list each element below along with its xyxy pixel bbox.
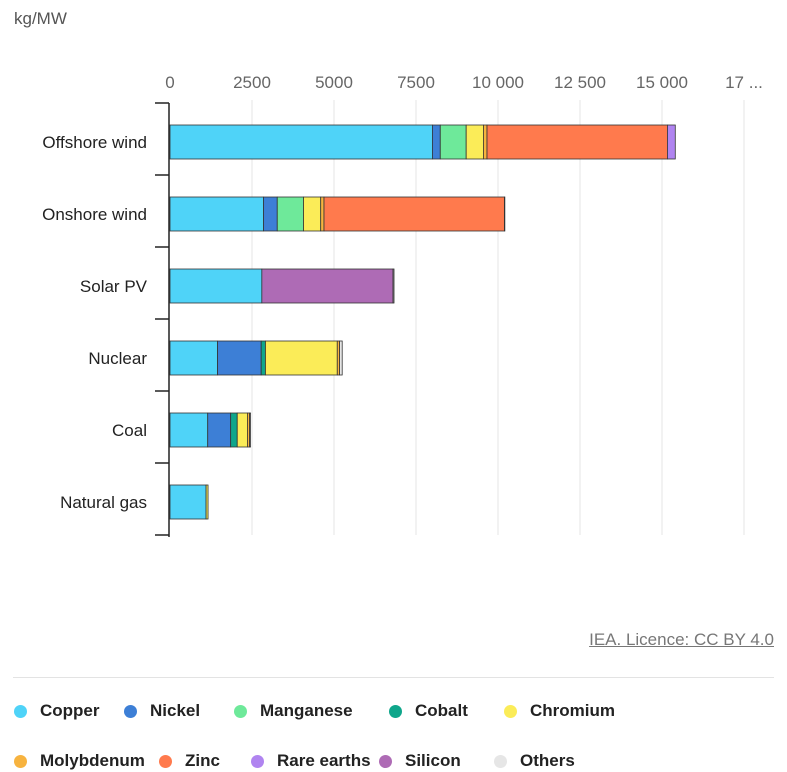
- legend-item-silicon[interactable]: Silicon: [379, 750, 494, 772]
- bar-segment-copper: [170, 197, 263, 231]
- legend-label: Silicon: [405, 751, 461, 771]
- legend-dot: [251, 755, 264, 768]
- legend-label: Chromium: [530, 701, 615, 721]
- bar-segment-molybdenum: [321, 197, 324, 231]
- bar-segment-others: [393, 269, 394, 303]
- bar-segment-nickel: [218, 341, 262, 375]
- category-label: Onshore wind: [42, 205, 147, 224]
- bar-segment-chromium: [303, 197, 320, 231]
- category-label: Solar PV: [80, 277, 148, 296]
- legend-item-molybdenum[interactable]: Molybdenum: [14, 750, 159, 772]
- legend-dot: [234, 705, 247, 718]
- bar-segment-manganese: [440, 125, 466, 159]
- bar-segment-zinc: [487, 125, 667, 159]
- legend-dot: [14, 705, 27, 718]
- bar-segment-copper: [170, 269, 262, 303]
- bar-segment-molybdenum: [483, 125, 487, 159]
- legend-item-chromium[interactable]: Chromium: [504, 700, 615, 722]
- bar-segment-cobalt: [231, 413, 238, 447]
- bar-segment-copper: [170, 485, 206, 519]
- bar-segment-chromium: [466, 125, 483, 159]
- legend-dot: [14, 755, 27, 768]
- legend-divider: [13, 677, 774, 678]
- x-tick-label: 17 ...: [725, 73, 763, 92]
- bar-segment-manganese: [277, 197, 303, 231]
- legend-label: Zinc: [185, 751, 220, 771]
- bars: [170, 125, 675, 519]
- legend-label: Manganese: [260, 701, 353, 721]
- legend-item-manganese[interactable]: Manganese: [234, 700, 389, 722]
- bar-segment-chromium: [265, 341, 337, 375]
- legend-item-copper[interactable]: Copper: [14, 700, 124, 722]
- legend-dot: [124, 705, 137, 718]
- bar-segment-rare-earths: [667, 125, 675, 159]
- category-labels: Offshore wind Onshore wind Solar PV Nuclear…: [42, 133, 148, 512]
- legend-label: Others: [520, 751, 575, 771]
- x-tick-label: 0: [165, 73, 174, 92]
- bar-segment-copper: [170, 341, 218, 375]
- category-label: Offshore wind: [42, 133, 147, 152]
- bar-segment-others: [250, 413, 251, 447]
- x-tick-label: 7500: [397, 73, 435, 92]
- y-axis: [155, 103, 169, 537]
- bar-segment-silicon: [262, 269, 393, 303]
- legend-label: Molybdenum: [40, 751, 145, 771]
- legend-item-others[interactable]: Others: [494, 750, 594, 772]
- bar-segment-nickel: [208, 413, 231, 447]
- x-tick-label: 12 500: [554, 73, 606, 92]
- bar-segment-chromium: [206, 485, 208, 519]
- legend-item-zinc[interactable]: Zinc: [159, 750, 251, 772]
- stacked-bar-chart: 0 2500 5000 7500 10 000 12 500 15 000 17 ... Of…: [0, 0, 787, 620]
- bar-segment-cobalt: [261, 341, 265, 375]
- bar-segment-others: [340, 341, 343, 375]
- legend-item-rare-earths[interactable]: Rare earths: [251, 750, 379, 772]
- bar-segment-nickel: [432, 125, 440, 159]
- legend-label: Rare earths: [277, 751, 371, 771]
- legend-item-cobalt[interactable]: Cobalt: [389, 700, 504, 722]
- legend-item-nickel[interactable]: Nickel: [124, 700, 234, 722]
- x-tick-label: 2500: [233, 73, 271, 92]
- legend-label: Copper: [40, 701, 100, 721]
- bar-segment-copper: [170, 125, 432, 159]
- legend-dot: [504, 705, 517, 718]
- x-tick-label: 5000: [315, 73, 353, 92]
- legend-dot: [389, 705, 402, 718]
- bar-segment-zinc: [324, 197, 504, 231]
- grid-lines: [252, 100, 744, 535]
- x-axis-ticks: 0 2500 5000 7500 10 000 12 500 15 000 17 ...: [165, 73, 763, 92]
- legend-dot: [159, 755, 172, 768]
- category-label: Natural gas: [60, 493, 147, 512]
- x-tick-label: 10 000: [472, 73, 524, 92]
- bar-segment-chromium: [237, 413, 247, 447]
- category-label: Coal: [112, 421, 147, 440]
- legend-dot: [494, 755, 507, 768]
- category-label: Nuclear: [88, 349, 147, 368]
- legend-dot: [379, 755, 392, 768]
- source-link[interactable]: IEA. Licence: CC BY 4.0: [589, 630, 774, 650]
- legend-label: Cobalt: [415, 701, 468, 721]
- bar-segment-nickel: [263, 197, 277, 231]
- bar-segment-copper: [170, 413, 208, 447]
- legend: Copper Nickel Manganese Cobalt Chromium Molyb…: [14, 700, 774, 772]
- x-tick-label: 15 000: [636, 73, 688, 92]
- legend-label: Nickel: [150, 701, 200, 721]
